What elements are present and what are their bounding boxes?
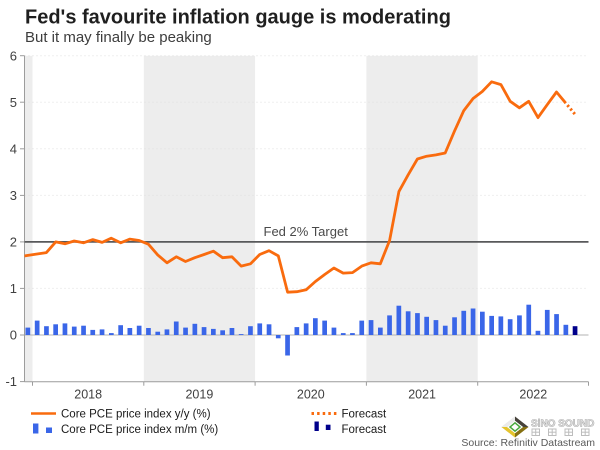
svg-text:2019: 2019 xyxy=(185,388,213,402)
svg-text:2018: 2018 xyxy=(74,388,102,402)
svg-text:Forecast: Forecast xyxy=(342,409,388,421)
svg-text:0: 0 xyxy=(10,328,17,343)
svg-text:Fed 2% Target: Fed 2% Target xyxy=(264,224,349,239)
svg-text:Source: Refinitiv Datastream: Source: Refinitiv Datastream xyxy=(461,437,595,449)
svg-text:Core PCE price index y/y (%): Core PCE price index y/y (%) xyxy=(61,409,211,421)
svg-text:Forecast: Forecast xyxy=(342,424,388,436)
svg-text:2: 2 xyxy=(10,235,17,250)
svg-text:But it may finally be peaking: But it may finally be peaking xyxy=(25,29,212,46)
svg-text:5: 5 xyxy=(10,95,17,110)
svg-text:2021: 2021 xyxy=(408,388,436,402)
svg-text:4: 4 xyxy=(10,142,17,157)
svg-text:Core PCE price index m/m (%): Core PCE price index m/m (%) xyxy=(61,424,218,436)
svg-text:-1: -1 xyxy=(5,374,17,389)
svg-text:6: 6 xyxy=(10,48,17,63)
svg-text:1: 1 xyxy=(10,281,17,296)
svg-text:SiNO SOUND: SiNO SOUND xyxy=(531,419,594,430)
svg-text:2020: 2020 xyxy=(297,388,325,402)
svg-text:3: 3 xyxy=(10,188,17,203)
svg-text:2022: 2022 xyxy=(519,388,547,402)
svg-text:Fed's favourite inflation gaug: Fed's favourite inflation gauge is moder… xyxy=(25,7,451,29)
